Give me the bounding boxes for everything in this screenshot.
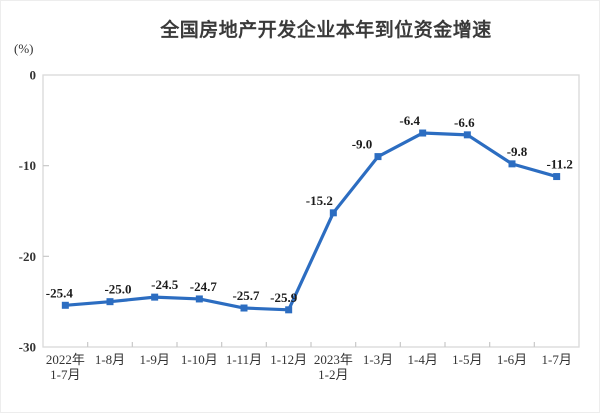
data-point-marker — [463, 131, 471, 139]
x-axis-label: 1-11月 — [226, 352, 262, 367]
x-axis-label: 1-4月 — [407, 352, 437, 367]
x-axis-label: 2022年 — [46, 352, 85, 367]
x-axis-label: 1-3月 — [363, 352, 393, 367]
data-point-marker — [508, 160, 516, 168]
x-axis-label: 1-6月 — [497, 352, 527, 367]
data-point-label: -25.9 — [270, 290, 298, 305]
data-point-label: -15.2 — [306, 193, 333, 208]
data-point-label: -24.5 — [151, 277, 179, 292]
x-axis-label: 2023年 — [314, 352, 353, 367]
x-axis-label: 1-10月 — [181, 352, 218, 367]
chart-title: 全国房地产开发企业本年到位资金增速 — [160, 20, 492, 41]
x-axis-label: 1-12月 — [270, 352, 307, 367]
plot-border — [42, 74, 580, 348]
data-point-label: -9.8 — [507, 144, 528, 159]
y-axis-label: -30 — [19, 340, 36, 355]
x-axis-label: 1-8月 — [95, 352, 125, 367]
x-axis-label: 1-7月 — [541, 352, 571, 367]
data-point-marker — [374, 153, 382, 161]
data-point-label: -25.0 — [104, 282, 131, 297]
data-point-label: -9.0 — [352, 137, 373, 152]
data-point-marker — [106, 298, 114, 306]
data-point-marker — [285, 306, 293, 314]
data-point-marker — [61, 301, 69, 309]
data-point-label: -6.6 — [454, 115, 475, 130]
data-point-label: -25.7 — [232, 288, 260, 303]
data-point-marker — [419, 129, 427, 137]
data-point-label: -24.7 — [190, 279, 218, 294]
data-point-marker — [151, 293, 159, 301]
x-axis-label: 1-2月 — [318, 367, 348, 382]
y-axis-label: 0 — [30, 68, 37, 83]
data-point-marker — [329, 209, 337, 217]
data-point-label: -11.2 — [546, 157, 572, 172]
series-line — [63, 131, 559, 312]
y-axis-label: -10 — [19, 158, 36, 173]
x-axis-label: 1-5月 — [452, 352, 482, 367]
x-axis-label: 1-7月 — [50, 367, 80, 382]
data-point-marker — [553, 173, 561, 181]
y-axis-unit-label: (%) — [14, 41, 34, 56]
y-axis-label: -20 — [19, 249, 36, 264]
data-point-label: -6.4 — [399, 113, 420, 128]
data-point-label: -25.4 — [46, 285, 74, 300]
x-axis-label: 1-9月 — [139, 352, 169, 367]
data-point-marker — [195, 295, 203, 303]
data-point-marker — [240, 304, 248, 312]
